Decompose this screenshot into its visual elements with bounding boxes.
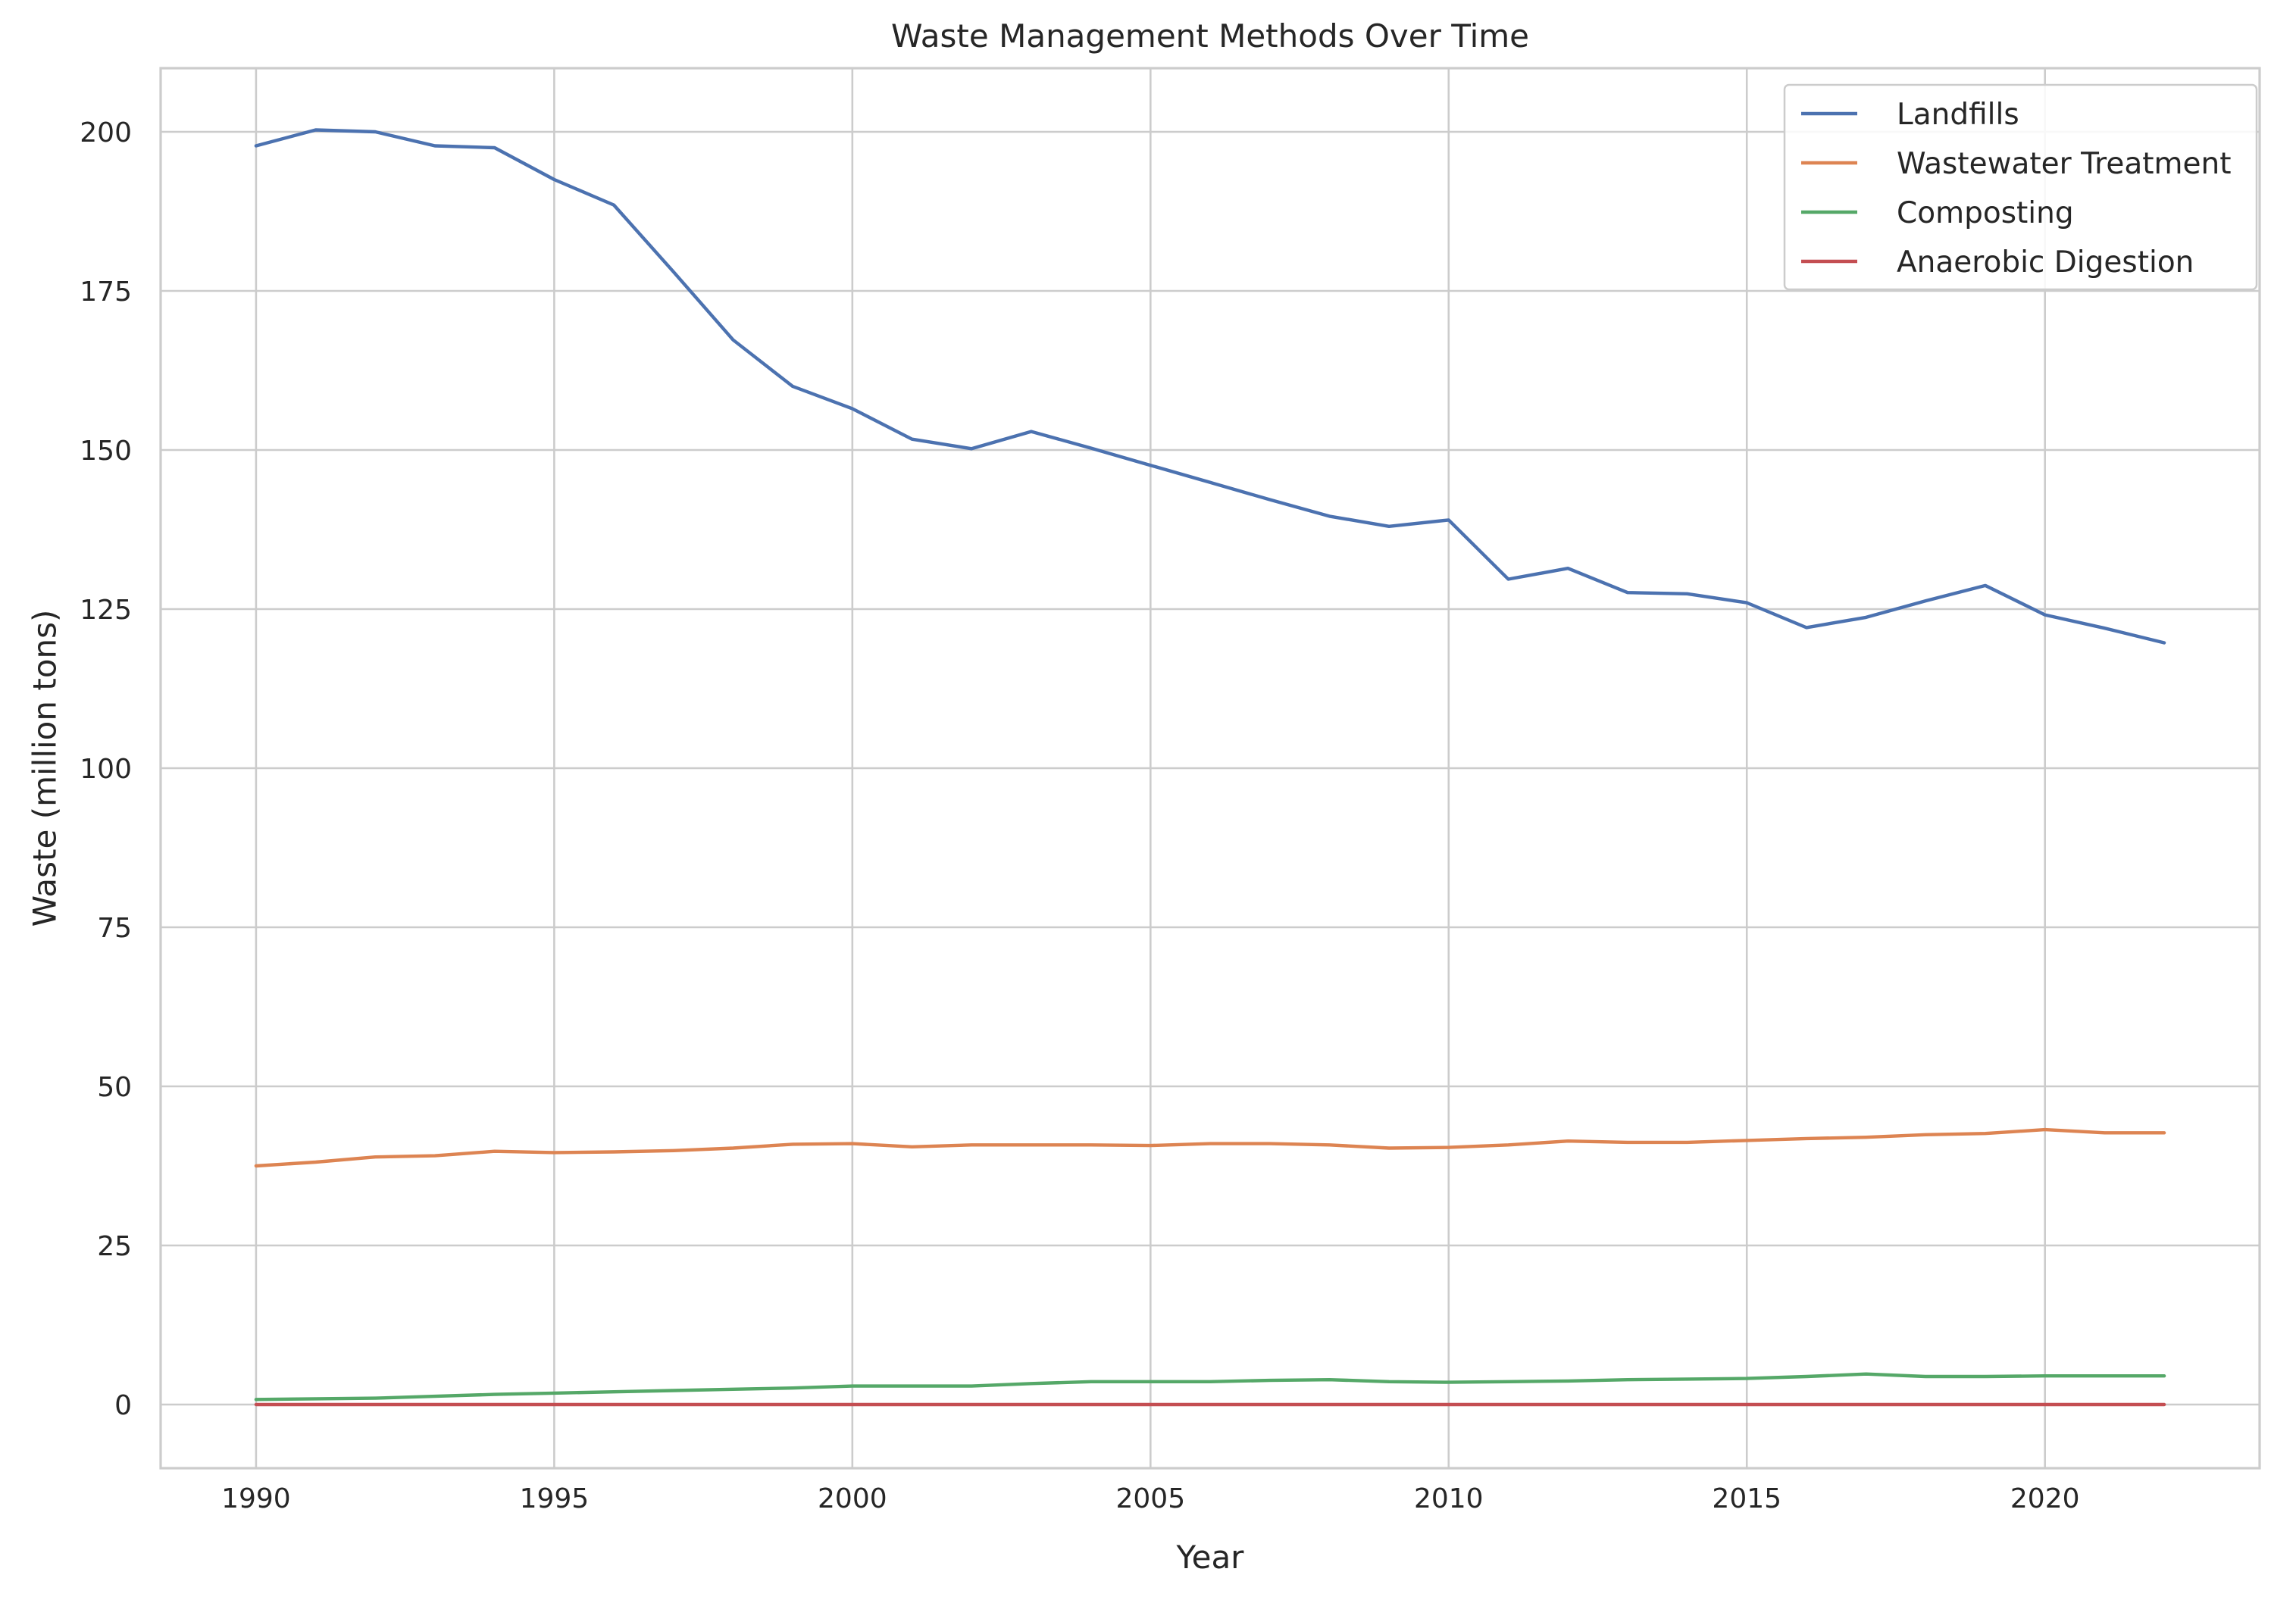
y-tick-label: 100 [80,754,132,785]
series-line-composting [254,1372,2166,1402]
y-tick-label: 25 [97,1231,132,1262]
legend: Landfills Wastewater Treatment Composting A… [1783,83,2258,291]
legend-box [1783,83,2258,291]
series-line-landfills [254,128,2166,645]
x-tick-label: 2010 [1414,1483,1484,1514]
x-tick-label: 1990 [221,1483,291,1514]
x-tick-label: 2015 [1712,1483,1781,1514]
y-tick-label: 0 [114,1390,132,1421]
x-tick-label: 2000 [818,1483,887,1514]
x-axis-label: Year [1176,1539,1245,1576]
legend-label-composting: Composting [1897,196,2074,230]
legend-label-anaerobic-digestion: Anaerobic Digestion [1897,245,2194,280]
x-tick-label: 2020 [2010,1483,2080,1514]
series-line-wastewater-treatment [254,1127,2166,1168]
y-tick-label: 200 [80,117,132,148]
y-axis-label: Waste (million tons) [27,610,64,927]
y-tick-label: 75 [97,913,132,944]
x-tick-label: 1995 [520,1483,590,1514]
tick-labels: 1990 1995 2000 2005 2010 2015 2020 0 25 50 75 100 12… [80,117,2079,1514]
y-tick-label: 175 [80,277,132,308]
y-tick-label: 50 [97,1072,132,1103]
series-lines [254,128,2166,1407]
chart-title: Waste Management Methods Over Time [891,17,1529,55]
y-tick-label: 150 [80,436,132,467]
x-tick-label: 2005 [1115,1483,1185,1514]
plot-frame [159,67,2261,1470]
y-tick-label: 125 [80,595,132,626]
legend-label-wastewater-treatment: Wastewater Treatment [1897,147,2232,181]
legend-label-landfills: Landfills [1897,98,2019,132]
